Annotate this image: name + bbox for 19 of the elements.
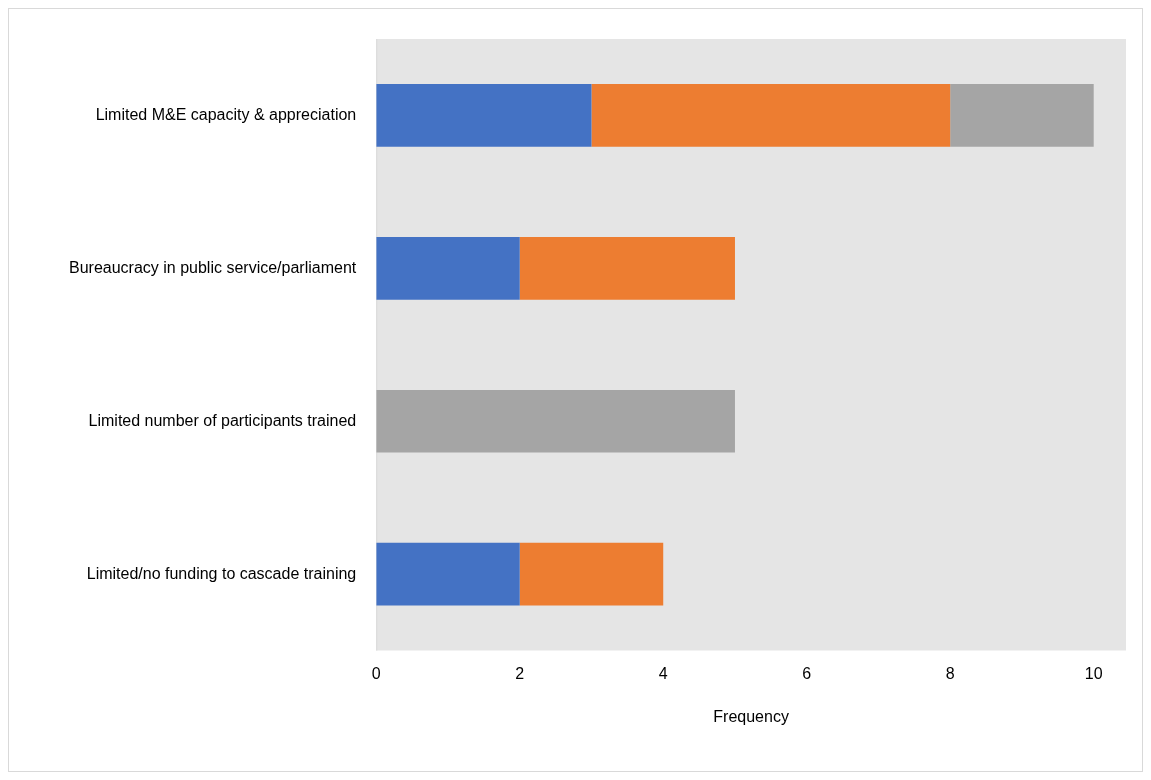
- x-tick-label: 8: [945, 664, 955, 682]
- bar: [519, 542, 664, 606]
- bar: [591, 84, 951, 147]
- bar: [376, 389, 735, 453]
- bar: [519, 237, 735, 300]
- bar: [376, 84, 592, 147]
- bar: [950, 84, 1094, 147]
- x-tick-label: 2: [515, 664, 525, 682]
- y-tick-label: Limited/no funding to cascade training: [86, 564, 357, 582]
- x-axis-title: Frequency: [713, 707, 789, 725]
- x-tick-label: 10: [1084, 664, 1103, 682]
- bar: [376, 542, 520, 606]
- x-tick-label: 4: [658, 664, 668, 682]
- y-tick-label: Limited M&E capacity & appreciation: [95, 105, 357, 123]
- bar: [376, 237, 520, 300]
- x-tick-label: 6: [802, 664, 812, 682]
- y-tick-label: Bureaucracy in public service/parliament: [68, 258, 357, 276]
- y-tick-label: Limited number of participants trained: [88, 411, 357, 429]
- x-tick-label: 0: [371, 664, 381, 682]
